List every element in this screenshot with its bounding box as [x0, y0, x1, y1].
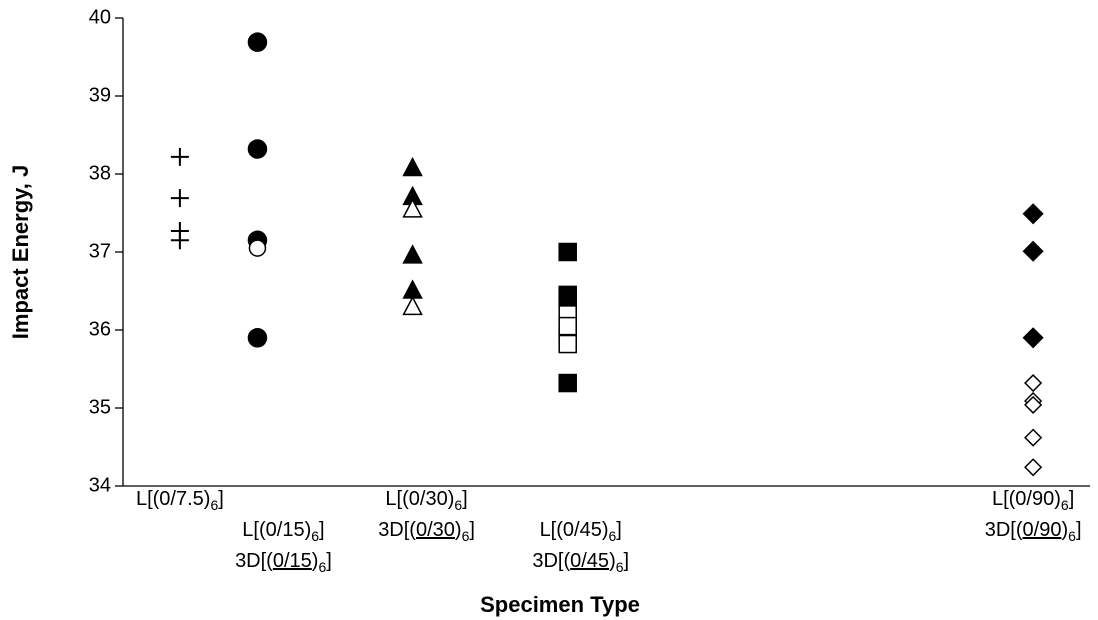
diamond-marker: [1022, 327, 1044, 349]
category-label-part: 6: [616, 559, 624, 575]
category-label: L[(0/30)6]: [385, 488, 467, 513]
square-marker: [558, 242, 577, 262]
category-label-part: 6: [462, 528, 470, 544]
category-label-part: L[(0/30): [385, 488, 454, 510]
diamond-marker: [1024, 428, 1043, 447]
category-label-part: 6: [1068, 528, 1076, 544]
triangle-marker: [402, 279, 423, 299]
category-label-part: 0/45: [570, 550, 609, 572]
category-label-part: 6: [318, 559, 326, 575]
category-label-part: 0/90: [1023, 519, 1062, 541]
category-label-part: ): [455, 519, 462, 541]
x-axis-title: Specimen Type: [480, 592, 640, 617]
y-tick-label: 40: [89, 6, 111, 28]
diamond-marker: [1022, 240, 1044, 262]
category-label: 3D[(0/90)6]: [985, 519, 1082, 544]
category-label: L[(0/45)6]: [540, 519, 622, 544]
category-label: 3D[(0/30)6]: [378, 519, 475, 544]
category-label-part: L[(0/90): [992, 488, 1061, 510]
plus-marker: [170, 189, 189, 208]
y-tick-label: 38: [89, 162, 111, 184]
category-label-part: 6: [311, 528, 319, 544]
diamond-marker: [1024, 373, 1043, 393]
category-label: L[(0/15)6]: [242, 519, 324, 544]
category-label: 3D[(0/15)6]: [235, 550, 332, 575]
category-label-part: L[(0/7.5): [136, 488, 210, 510]
category-label-part: 3D[(: [235, 550, 273, 572]
category-label-part: ]: [462, 488, 468, 510]
category-label-part: 0/30: [416, 519, 455, 541]
category-label-part: 6: [210, 497, 218, 513]
category-label: 3D[(0/45)6]: [532, 550, 629, 575]
y-tick-label: 37: [89, 240, 111, 262]
category-label-part: 0/15: [273, 550, 312, 572]
category-label-part: ]: [469, 519, 475, 541]
category-label-part: ): [312, 550, 319, 572]
square-marker: [558, 316, 577, 336]
category-label-part: ): [609, 550, 616, 572]
category-label-part: 3D[(: [378, 519, 416, 541]
y-tick-label: 36: [89, 318, 111, 340]
category-label-part: ]: [616, 519, 622, 541]
diamond-marker: [1024, 458, 1043, 477]
category-label-part: L[(0/15): [242, 519, 311, 541]
diamond-marker: [1022, 203, 1044, 225]
category-label: L[(0/90)6]: [992, 488, 1074, 513]
category-label-part: 6: [454, 497, 462, 513]
category-label-part: L[(0/45): [540, 519, 609, 541]
circle-marker: [247, 139, 268, 159]
category-label-part: 3D[(: [532, 550, 570, 572]
triangle-marker: [402, 198, 423, 218]
square-marker: [558, 373, 577, 393]
square-marker: [558, 334, 577, 354]
category-label-part: ]: [319, 519, 325, 541]
triangle-marker: [402, 156, 423, 177]
y-tick-label: 34: [89, 474, 111, 496]
y-tick-label: 39: [89, 84, 111, 106]
category-label-part: ]: [326, 550, 332, 572]
circle-marker: [247, 328, 268, 348]
y-tick-label: 35: [89, 396, 111, 418]
category-label-part: 6: [609, 528, 617, 544]
circle-marker: [247, 32, 268, 52]
category-label-part: 3D[(: [985, 519, 1023, 541]
category-label-part: ]: [218, 488, 224, 510]
category-label-part: ]: [1069, 488, 1075, 510]
category-label-part: ]: [1076, 519, 1082, 541]
triangle-marker: [402, 244, 423, 264]
category-label-part: 6: [1061, 497, 1069, 513]
plus-marker: [170, 147, 189, 166]
category-label-part: ): [1061, 519, 1068, 541]
category-label-part: ]: [624, 550, 630, 572]
y-axis-title: Impact Energy, J: [8, 165, 33, 339]
circle-marker: [248, 239, 267, 257]
triangle-marker: [402, 295, 423, 316]
plus-marker: [170, 231, 189, 250]
category-label: L[(0/7.5)6]: [136, 488, 224, 513]
diamond-marker: [1024, 395, 1043, 414]
